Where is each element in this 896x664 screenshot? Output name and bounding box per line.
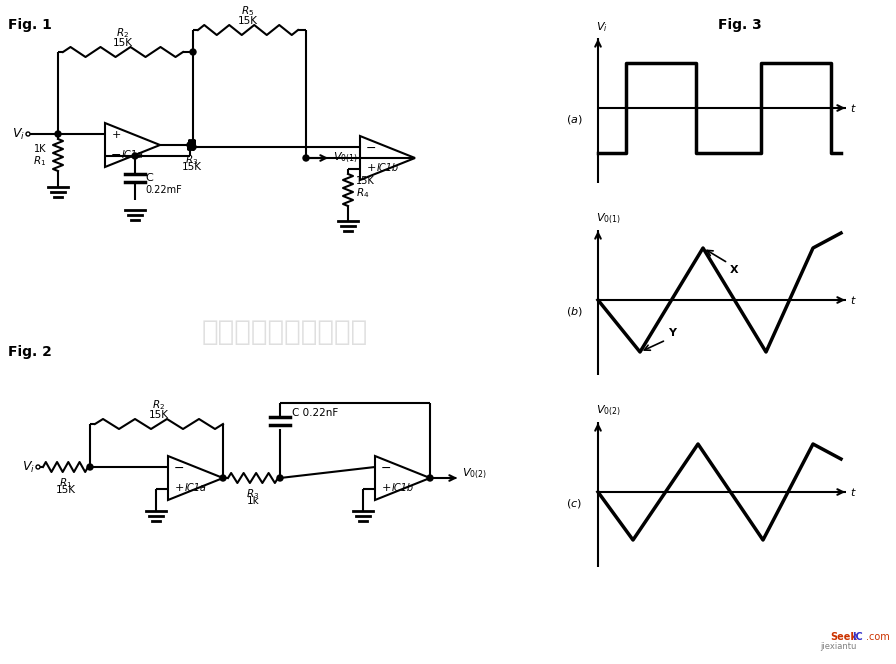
Text: Seek: Seek [830,632,857,642]
Text: $R_1$: $R_1$ [33,154,46,168]
Text: $V_i$: $V_i$ [12,126,25,141]
Text: $t$: $t$ [850,102,857,114]
Text: $V_{0(1)}$: $V_{0(1)}$ [333,151,358,165]
Text: Fig. 1: Fig. 1 [8,18,52,32]
Text: 15K: 15K [182,162,202,172]
Circle shape [303,155,309,161]
Text: $R_2$: $R_2$ [152,398,166,412]
Text: 1k: 1k [246,496,259,506]
Circle shape [190,144,196,150]
Text: $R_2$: $R_2$ [116,26,130,40]
Circle shape [427,475,433,481]
Text: 15K: 15K [149,410,169,420]
Text: $R_3$: $R_3$ [185,153,198,167]
Text: +: + [382,483,391,493]
Text: IC1b: IC1b [392,483,414,493]
Text: 15K: 15K [238,16,258,26]
Text: $t$: $t$ [850,486,857,498]
Text: Fig. 3: Fig. 3 [718,18,762,32]
Text: +: + [175,483,184,493]
Circle shape [187,142,193,148]
Text: 0.22mF: 0.22mF [145,185,182,195]
Text: $t$: $t$ [850,294,857,306]
Text: Y: Y [668,328,676,338]
Text: $(b)$: $(b)$ [566,305,582,319]
Text: −: − [366,141,376,155]
Text: $R_3$: $R_3$ [246,487,260,501]
Text: IC1a: IC1a [122,150,144,160]
Text: $R_1$: $R_1$ [59,476,72,490]
Circle shape [190,49,196,55]
Text: 15K: 15K [113,38,133,48]
Text: $R_4$: $R_4$ [356,186,369,200]
Text: IC1b: IC1b [377,163,399,173]
Circle shape [132,153,138,159]
Text: IC1a: IC1a [185,483,207,493]
Circle shape [277,475,283,481]
Text: X: X [730,265,738,275]
Text: 1K: 1K [33,144,46,154]
Text: $R_5$: $R_5$ [241,4,254,18]
Text: $V_{0(1)}$: $V_{0(1)}$ [596,212,621,226]
Circle shape [220,475,226,481]
Text: C: C [145,173,152,183]
Text: $(c)$: $(c)$ [566,497,582,511]
Text: $V_i$: $V_i$ [22,459,35,475]
Text: −: − [111,149,121,161]
Text: $(a)$: $(a)$ [566,114,582,127]
Text: 杭州将睿科技有限公司: 杭州将睿科技有限公司 [202,318,368,346]
Text: −: − [174,461,185,475]
Text: C 0.22nF: C 0.22nF [292,408,339,418]
Text: $V_i$: $V_i$ [596,20,607,34]
Text: Fig. 2: Fig. 2 [8,345,52,359]
Text: $V_{0(2)}$: $V_{0(2)}$ [462,467,487,481]
Circle shape [55,131,61,137]
Text: 15K: 15K [56,485,75,495]
Circle shape [87,464,93,470]
Text: +: + [111,130,121,140]
Text: 15K: 15K [356,176,375,186]
Text: jiexiantu: jiexiantu [820,642,857,651]
Text: .com: .com [866,632,890,642]
Text: $V_{0(2)}$: $V_{0(2)}$ [596,404,621,418]
Text: +: + [366,163,375,173]
Text: −: − [381,461,392,475]
Text: IC: IC [852,632,863,642]
